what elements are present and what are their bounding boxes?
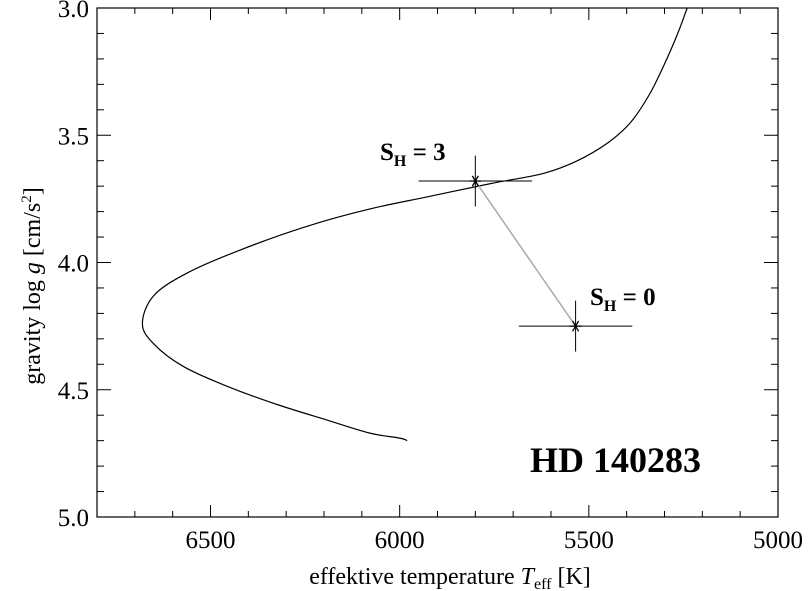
y-tick-label: 5.0 xyxy=(58,505,89,532)
y-tick-label: 3.5 xyxy=(58,123,89,150)
markers xyxy=(418,155,633,352)
x-axis-label: effektive temperature Teff [K] xyxy=(309,564,591,591)
x-tick-label: 5000 xyxy=(753,527,803,554)
marker-label-sh0: SH = 0 xyxy=(590,284,656,315)
x-tick-label: 6000 xyxy=(375,527,425,554)
connector-line xyxy=(474,180,577,327)
asterisk-marker-stroke xyxy=(572,320,580,332)
marker-label-sh3: SH = 3 xyxy=(380,139,446,170)
x-tick-label: 6500 xyxy=(186,527,236,554)
x-tick-label: 5500 xyxy=(564,527,614,554)
axes: 6500 6000 5500 5000 3.0 3.5 4.0 4.5 5.0 xyxy=(58,0,803,554)
isochrone-curve xyxy=(141,7,688,442)
y-tick-label: 4.0 xyxy=(58,251,89,278)
series xyxy=(141,7,688,442)
y-axis-label: gravity log g [cm/s2] xyxy=(19,187,46,384)
y-tick-label: 3.0 xyxy=(58,0,89,23)
data-point-0 xyxy=(418,155,533,207)
star-name-annotation: HD 140283 xyxy=(530,440,701,480)
asterisk-marker-stroke xyxy=(471,175,479,187)
data-point-1 xyxy=(518,300,633,352)
y-tick-label: 4.5 xyxy=(58,378,89,405)
